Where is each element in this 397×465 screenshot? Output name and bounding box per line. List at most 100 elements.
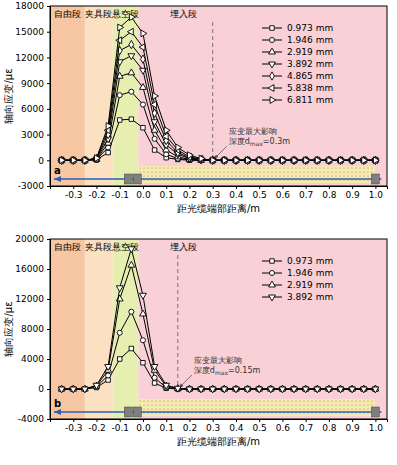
x-tick-label: 0.6 (276, 423, 291, 433)
panel-label: b (54, 398, 61, 409)
x-tick-mark (166, 419, 167, 422)
y-tick-mark (47, 109, 50, 110)
x-tick-mark (329, 186, 330, 189)
x-tick-mark (73, 419, 74, 422)
legend-label: 3.892 mm (287, 292, 333, 302)
x-axis-line (51, 187, 388, 190)
y-tick-label: 6000 (21, 104, 44, 114)
series-marker (117, 93, 122, 98)
legend-entry: 2.919 mm (262, 280, 333, 290)
x-tick-label: 0.1 (160, 423, 174, 433)
series-marker (106, 150, 110, 154)
series-marker (141, 125, 145, 129)
legend-label: 0.973 mm (287, 23, 333, 33)
x-tick-mark (189, 419, 190, 422)
legend-marker (269, 270, 274, 275)
x-tick: 1.0 (369, 186, 384, 200)
series-marker (174, 386, 181, 392)
x-tick-mark (143, 419, 144, 422)
y-tick-mark (47, 186, 50, 187)
region-bands (50, 6, 387, 186)
y-tick-mark (47, 269, 50, 270)
x-tick-label: 0.3 (206, 190, 220, 200)
y-tick-label: 15000 (15, 27, 44, 37)
series-marker (140, 338, 145, 343)
y-tick-mark (47, 135, 50, 136)
legend-label: 0.973 mm (287, 256, 333, 266)
region-band (85, 239, 113, 419)
x-tick-mark (352, 186, 353, 189)
series-marker (129, 14, 135, 21)
annotation-text: 应变最大影响 (229, 127, 277, 136)
x-tick-label: 0.4 (229, 423, 244, 433)
y-tick: 0 (38, 156, 50, 166)
y-axis: -30000300060009000120001500018000 (15, 1, 50, 191)
x-tick-label: -0.3 (65, 190, 83, 200)
x-tick-label: 0.7 (299, 190, 313, 200)
x-tick: -0.1 (111, 186, 129, 200)
panel: 自由段夹具段悬空段埋入段应变最大影响深度dmax=0.15m-0.3-0.2-0… (3, 234, 388, 447)
x-tick: 0.3 (206, 419, 220, 433)
soil (138, 166, 375, 183)
legend-marker (269, 295, 276, 301)
series-marker (176, 144, 182, 151)
anchor-block (371, 174, 379, 184)
series-line (62, 45, 376, 161)
series-marker (269, 157, 275, 164)
series-marker (221, 387, 228, 393)
legend-entry: 0.973 mm (262, 23, 333, 33)
series-marker (117, 118, 121, 122)
series-marker (71, 157, 77, 164)
series-marker (292, 157, 298, 164)
x-tick-label: -0.1 (111, 190, 129, 200)
x-tick: 1.0 (369, 419, 384, 433)
x-tick: 0.8 (322, 186, 337, 200)
region-label: 夹具段 (85, 9, 112, 19)
x-tick-mark (189, 186, 190, 189)
y-axis: -4000040008000120001600020000 (15, 234, 50, 424)
region-band (50, 6, 85, 186)
x-tick-label: 0.9 (345, 423, 360, 433)
y-tick-label: 12000 (15, 53, 44, 63)
series-marker (304, 157, 310, 164)
y-tick-label: 8000 (21, 324, 44, 334)
legend-marker (269, 48, 276, 54)
series-marker (116, 295, 123, 301)
x-tick: 0.0 (136, 186, 151, 200)
x-tick-label: 0.9 (345, 190, 360, 200)
series-marker (152, 148, 156, 152)
series-marker (60, 157, 66, 164)
cable-arrow (54, 176, 61, 182)
series-marker (314, 387, 321, 393)
legend-entry: 3.892 mm (262, 292, 333, 302)
x-tick-label: 0.8 (322, 190, 337, 200)
x-tick-mark (236, 419, 237, 422)
series-marker (151, 365, 158, 371)
series-marker (291, 387, 298, 393)
y-tick-label: 3000 (21, 130, 44, 140)
y-tick-label: 20000 (15, 234, 44, 244)
series-marker (129, 346, 133, 350)
series-marker (222, 157, 228, 164)
series-marker (164, 152, 169, 157)
y-axis-line (47, 7, 51, 187)
x-tick-mark (96, 419, 97, 422)
annotation-text: 应变最大影响 (194, 356, 242, 365)
series-marker (256, 387, 263, 393)
legend-label: 5.838 mm (287, 83, 333, 93)
legend-marker (269, 37, 274, 42)
y-tick-label: 16000 (15, 264, 44, 274)
x-tick-mark (96, 186, 97, 189)
soil (138, 399, 375, 416)
chart-root: 自由段夹具段悬空段埋入段应变最大影响深度dmax=0.3m-0.3-0.2-0.… (0, 0, 397, 465)
series-marker (350, 157, 356, 164)
series-marker (279, 387, 286, 393)
y-axis-line (47, 240, 51, 420)
series-marker (129, 40, 134, 48)
y-tick: 20000 (15, 234, 50, 244)
series-line (62, 349, 376, 390)
x-tick-label: -0.1 (111, 423, 129, 433)
series-marker (81, 387, 88, 393)
series-marker (129, 309, 134, 314)
series-marker (233, 387, 240, 393)
